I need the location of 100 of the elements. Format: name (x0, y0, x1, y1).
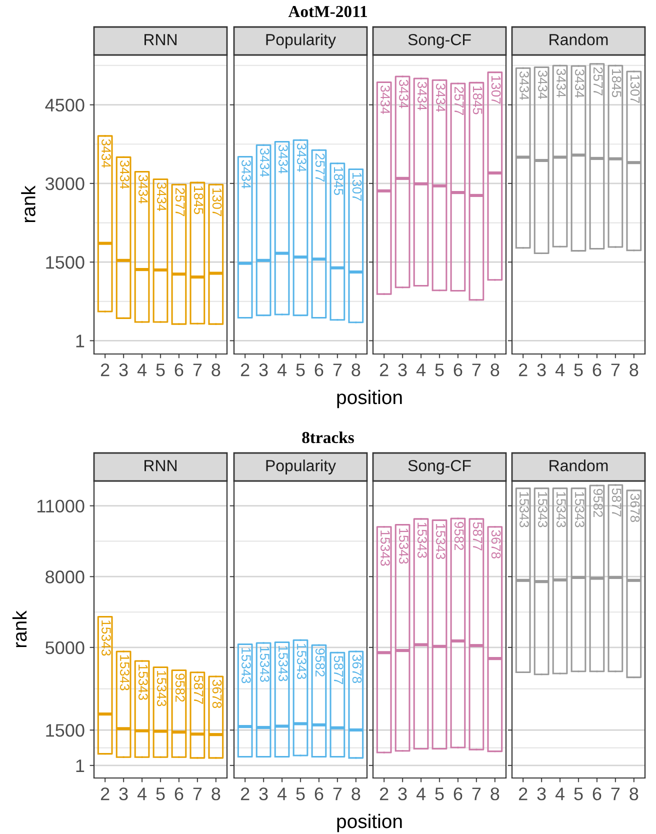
annotation: 1307 (491, 76, 501, 104)
x-tick-label: 4 (277, 364, 287, 376)
x-tick-label: 3 (398, 788, 407, 800)
chart-title: Popularity (266, 460, 336, 474)
x-tick-label: 8 (352, 364, 360, 376)
annotation: 1845 (612, 69, 622, 98)
x-tick-label: 3 (259, 788, 268, 800)
annotation: 3678 (630, 494, 640, 522)
y-tick-label: 4500 (45, 98, 84, 112)
x-tick-label: 2 (240, 364, 250, 376)
annotation: 15343 (574, 492, 584, 528)
x-tick-label: 7 (611, 364, 620, 376)
x-tick-label: 3 (398, 364, 407, 376)
chart-title: Song-CF (408, 34, 471, 48)
annotation: 1845 (334, 167, 344, 195)
x-tick-label: 5 (435, 364, 444, 376)
annotation: 15343 (242, 648, 251, 684)
x-tick-label: 3 (259, 364, 268, 376)
text: AotM-2011 (288, 6, 367, 18)
annotation: 3434 (120, 160, 130, 189)
annotation: 1307 (352, 173, 362, 201)
x-tick-label: 2 (380, 364, 388, 376)
annotation: 3434 (138, 175, 148, 204)
annotation: 3434 (436, 83, 446, 112)
annotation: 3434 (574, 69, 584, 98)
x-tick-label: 8 (212, 364, 220, 376)
annotation: 15343 (278, 646, 288, 682)
x-tick-label: 3 (537, 788, 546, 800)
x-tick-label: 6 (592, 364, 602, 376)
annotation: 1307 (212, 188, 222, 216)
annotation: 15343 (380, 530, 390, 566)
annotation: 3434 (380, 86, 390, 114)
y-tick-label: 3000 (46, 177, 84, 190)
x-tick-label: 4 (416, 364, 426, 376)
x-tick-label: 2 (240, 788, 250, 800)
x-tick-label: 7 (472, 364, 481, 376)
chart-title: Popularity (266, 34, 336, 48)
x-tick-label: 6 (174, 788, 184, 800)
annotation: 15343 (138, 664, 148, 700)
x-tick-label: 2 (380, 788, 388, 800)
x-tick-label: 8 (212, 788, 220, 800)
annotation: 3434 (296, 143, 306, 172)
x-tick-label: 5 (574, 364, 583, 376)
text: 8tracks (302, 431, 354, 444)
annotation: 15343 (417, 522, 427, 558)
annotation: 9582 (454, 522, 464, 550)
y-tick-label: 1500 (46, 256, 84, 269)
annotation: 3434 (260, 148, 270, 177)
x-tick-label: 8 (352, 788, 360, 800)
y-tick-label: 1 (76, 760, 84, 772)
x-tick-label: 6 (592, 788, 602, 800)
x-tick-label: 7 (472, 788, 481, 800)
annotation: 3678 (352, 654, 362, 684)
annotation: 2577 (175, 188, 185, 216)
x-tick-label: 7 (333, 364, 342, 376)
annotation: 3434 (102, 139, 111, 168)
annotation: 15343 (260, 646, 270, 682)
annotation: 15343 (156, 671, 166, 706)
annotation: 3434 (278, 145, 288, 174)
annotation: 2577 (593, 67, 603, 96)
y-tick-label: 1 (76, 334, 84, 348)
annotation: 15343 (520, 492, 529, 528)
annotation: 1307 (630, 75, 640, 103)
x-tick-label: 4 (277, 788, 287, 800)
annotation: 3434 (156, 182, 166, 211)
x-tick-label: 4 (555, 788, 565, 800)
annotation: 15343 (102, 620, 111, 656)
chart-title: Random (550, 460, 608, 472)
x-axis-title: position (337, 814, 402, 832)
x-tick-label: 5 (156, 364, 165, 376)
annotation: 9582 (315, 648, 325, 677)
x-tick-label: 4 (137, 364, 147, 376)
annotation: 3434 (399, 80, 408, 108)
x-tick-label: 2 (518, 788, 528, 800)
x-tick-label: 6 (174, 364, 184, 376)
annotation: 3434 (242, 160, 251, 189)
annotation: 15343 (296, 644, 306, 680)
annotation: 3678 (212, 680, 222, 708)
x-axis-title: position (337, 390, 402, 408)
x-tick-label: 7 (333, 788, 342, 800)
chart-title: RNN (144, 34, 176, 46)
x-tick-label: 3 (537, 364, 546, 376)
annotation: 5877 (472, 522, 482, 550)
chart-title: RNN (144, 460, 176, 472)
x-tick-label: 8 (630, 364, 638, 376)
x-tick-label: 5 (156, 788, 165, 800)
x-tick-label: 6 (314, 364, 324, 376)
x-tick-label: 5 (435, 788, 444, 800)
y-axis-title: rank (21, 186, 36, 222)
annotation: 15343 (556, 492, 566, 528)
annotation: 15343 (436, 524, 446, 560)
x-tick-label: 4 (555, 364, 565, 376)
x-tick-label: 8 (630, 788, 638, 800)
annotation: 2577 (315, 154, 325, 182)
x-tick-label: 8 (490, 364, 500, 376)
annotation: 1845 (194, 186, 204, 214)
annotation: 5877 (194, 676, 204, 704)
chart-title: Random (550, 34, 608, 46)
annotation: 3434 (556, 68, 566, 98)
annotation: 5877 (612, 488, 622, 516)
